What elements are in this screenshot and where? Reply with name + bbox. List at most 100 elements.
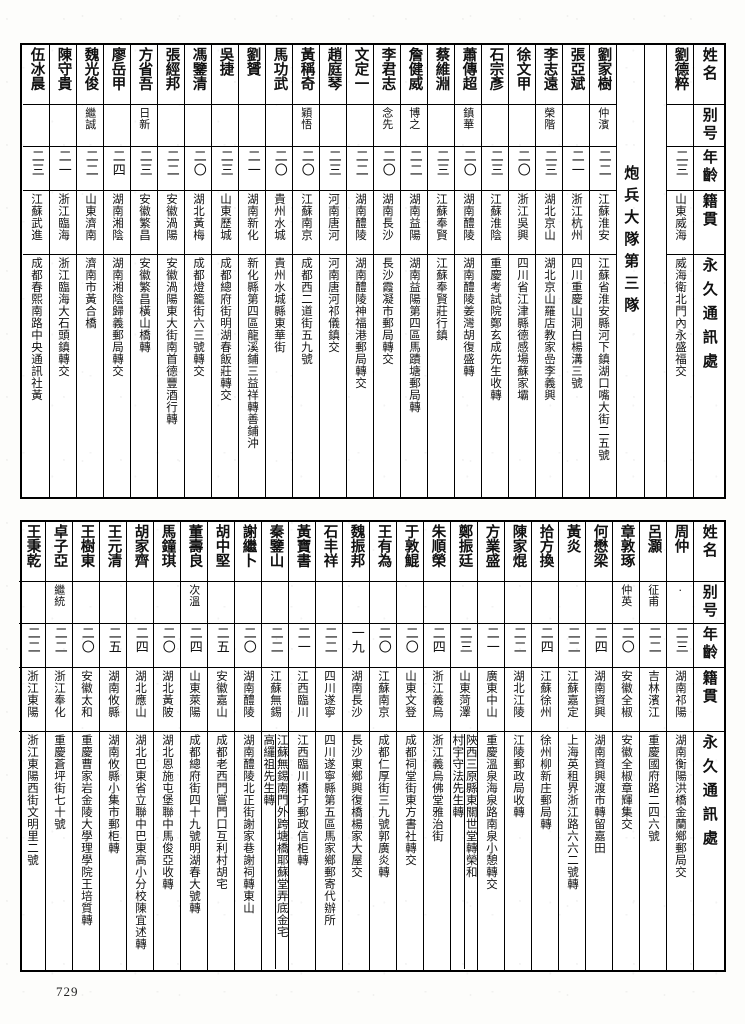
record-name: 鄭振廷 [451,522,477,582]
record-age-text: 二五 [105,626,121,654]
roster-record-column[interactable]: 王樹東 二〇 安徽太和 重慶曹家岩金陵大學理學院王培質轉 [73,522,100,970]
record-alias: 鎮華 [455,105,481,147]
roster-record-column[interactable]: 石丰祥 二二 四川遂寧 四川遂寧縣第五區馬家鄉郵寄代辦所 [316,522,343,970]
roster-record-column[interactable]: 秦鑒山 二二 江蘇無錫 江蘇無錫南門外跨塘橋耶蘇堂弄底金宅 高纙祖先生轉 [262,522,289,970]
roster-record-column[interactable]: 吳捷 二三 山東歷城 成都總府街明湖春飯莊轉交 [212,45,239,497]
row-label-name: 姓名 [694,522,724,582]
record-alias [397,582,423,624]
record-origin-text: 浙江臨海 [56,193,71,241]
roster-record-column[interactable]: 蔡維淵 二三 江蘇奉賢 江蘇奉賢莊行鎮 [428,45,455,497]
roster-record-column[interactable]: 蕭傳超 鎮華 二〇 湖南醴陵 湖南醴陵姜灣胡復盛轉 [455,45,482,497]
roster-record-column[interactable]: 陳家焜 二二 湖北江陵 江陵郵政局收轉 [505,522,532,970]
record-origin-text: 安徽太和 [79,670,94,718]
roster-record-column[interactable]: 劉贇 二一 湖南新化 新化縣第四區龍溪鋪三益祥轉善鋪沖 [239,45,266,497]
roster-record-column[interactable]: 趙庭琴 二三 河南唐河 河南唐河祁儀鎮交 [320,45,347,497]
record-alias [482,105,508,147]
roster-record-column[interactable]: 李志遠 榮階 二三 湖北京山 湖北京山羅店教家嵒李義興 [536,45,563,497]
roster-record-column[interactable]: 文定一 二二 湖南醴陵 湖南醴陵神福港郵局轉交 [347,45,374,497]
roster-record-column[interactable]: 黃稱奇 穎悟 二〇 江蘇南京 成都西二道街五九號 [293,45,320,497]
roster-record-column[interactable]: 朱順榮 二四 浙江義烏 浙江義烏佛堂雅治街 [424,522,451,970]
roster-record-column[interactable]: 何懋梁 二四 湖南資興 湖南資興渡市轉留嘉田 [586,522,613,970]
roster-record-column[interactable]: 方業盛 二一 廣東中山 重慶溫泉海泉路南泉小憩轉交 [478,522,505,970]
record-origin: 湖南湘陰 [104,191,130,255]
record-origin: 江蘇奉賢 [428,191,454,255]
roster-record-column[interactable]: 張亞斌 二一 浙江杭州 四川重慶山洞白楊溝三號 [563,45,590,497]
record-origin-text: 貴州水城 [272,193,287,241]
record-age-text: 二四 [132,626,148,654]
roster-record-column[interactable]: 周仲 ‧ 二三 湖南祁陽 湖南衡陽洪橋金蘭鄉郵局交 [667,522,694,970]
record-age-text: 二〇 [375,626,391,654]
roster-record-column[interactable]: 于敦鯤 二〇 山東文登 成都祠堂街東方書社轉交 [397,522,424,970]
record-name: 劉德粹 [667,45,693,105]
roster-record-column[interactable]: 黃寶書 二一 江西臨川 江西臨川橋圩郵政信柜轉 [289,522,316,970]
record-origin: 安徽全椒 [613,668,639,732]
record-address: 湖南醴陵神福港郵局轉交 [347,255,373,497]
record-name: 吳捷 [212,45,238,105]
record-address-text: 成都西二道街五九號 [299,257,314,365]
roster-record-column[interactable]: 魏光俊 繼誠 二二 山東濟南 濟南市黃合橋 [77,45,104,497]
record-origin: 浙江杭州 [563,191,589,255]
record-address-text: 成都春熙南路中央通訊社黃 [29,257,44,401]
record-address-text: 濟南市黃合橋 [83,257,98,329]
record-age: 二二 [640,624,666,668]
record-name: 黃炎 [559,522,585,582]
roster-record-column[interactable]: 陳守貴 二一 浙江臨海 浙江臨海大石頭鎮轉交 [50,45,77,497]
roster-record-column[interactable]: 王有為 二〇 江蘇南京 成都仁厚街三九號郭廣炎轉 [370,522,397,970]
roster-record-column[interactable]: 拾方換 二四 江蘇徐州 徐州柳新庄郵局轉 [532,522,559,970]
roster-record-column[interactable]: 鄭振廷 二三 山東菏澤 陝西三原縣東關世堂轉榮和 村宇守法先生轉 [451,522,478,970]
record-address: 成都春熙南路中央通訊社黃 [23,255,49,497]
roster-record-column[interactable]: 石宗彥 二三 江蘇淮陰 重慶考試院鄭玄成先生收轉 [482,45,509,497]
record-origin-text: 江西臨川 [295,670,310,718]
roster-record-column[interactable]: 呂灝 征甫 二二 吉林濱江 重慶國府路二四六號 [640,522,667,970]
roster-record-column[interactable]: 王秉乾 二二 浙江東陽 浙江東陽西街文明里二號 [19,522,46,970]
record-name: 張經邦 [158,45,184,105]
record-age: 二三 [667,624,693,668]
roster-record-column[interactable]: 魏振邦 一九 湖南長沙 長沙東鄉興復橋楊家大屋交 [343,522,370,970]
record-address: 河南唐河祁儀鎮交 [320,255,346,497]
record-origin: 湖南祁陽 [667,668,693,732]
roster-record-column[interactable]: 卓子亞 繼統 二二 浙江奉化 重慶蒼坪街七十號 [46,522,73,970]
record-origin: 浙江義烏 [424,668,450,732]
roster-record-column[interactable]: 黃炎 二二 江蘇嘉定 上海英租界浙江路六六二號轉 [559,522,586,970]
record-address-text: 湖南攸縣小集市郵柜轉 [106,734,121,854]
roster-record-column[interactable]: 馬功武 二〇 貴州水城 貴州水城縣東華街 [266,45,293,497]
roster-record-column[interactable]: 董壽良 次溫 二四 山東萊陽 成都總府街四十九號明湖春大號轉 [181,522,208,970]
roster-record-column[interactable]: 謝繼卜 二〇 湖南醴陵 湖南醴陵北正街謝家巷謝祠轉東山 [235,522,262,970]
row-label-alias: 别号 [694,105,724,147]
record-origin-text: 吉林濱江 [646,670,661,718]
record-name-text: 秦鑒山 [267,524,284,568]
record-address: 湖南攸縣小集市郵柜轉 [100,732,126,970]
roster-record-column[interactable]: 張經邦 二二 安徽渦陽 安徽渦陽東大街南首德豐酒行轉 [158,45,185,497]
record-age-text: 一九 [348,626,364,654]
record-origin: 湖南長沙 [343,668,369,732]
roster-record-column[interactable]: 伍冰晨 二三 江蘇武進 成都春熙南路中央通訊社黃 [23,45,50,497]
roster-record-column[interactable]: 劉家樹 仲濱 二二 江蘇淮安 江蘇省淮安縣河下鎮湖口嘴大街二五號 [590,45,617,497]
roster-record-column[interactable]: 徐文甲 二〇 浙江吳興 四川省江津縣德感場蘇家壩 [509,45,536,497]
roster-record-column[interactable]: 劉德粹 二三 山東威海 威海衛北門內永盛福交 [667,45,694,497]
record-age-text: 二三 [136,149,152,177]
roster-record-column[interactable]: 方省吾 日新 二三 安徽繁昌 安徽繁昌橫山橋轉 [131,45,158,497]
record-age-text: 二三 [541,149,557,177]
record-origin: 山東威海 [667,191,693,255]
roster-record-column[interactable]: 胡家齊 二四 湖北應山 湖北巴東省立聯中巴東高小分校陳宜述轉 [127,522,154,970]
record-name: 陳家焜 [505,522,531,582]
record-alias [212,105,238,147]
record-alias [347,105,373,147]
record-name: 拾方換 [532,522,558,582]
roster-record-column[interactable]: 馮鑒清 二〇 湖北黃梅 成都燈籠街六三號轉交 [185,45,212,497]
record-age: 二〇 [613,624,639,668]
roster-record-column[interactable]: 李君志 念先 二〇 湖南長沙 長沙霞凝市郵局轉交 [374,45,401,497]
record-address: 湖南益陽第四區馬蹟塘郵局轉 [401,255,427,497]
roster-record-column[interactable]: 廖岳甲 二四 湖南湘陰 湖南湘陰歸義郵局轉交 [104,45,131,497]
record-address-text: 湖北恩施屯堡聯中馬俊亞收轉 [160,734,175,890]
roster-record-column[interactable]: 王元清 二五 湖南攸縣 湖南攸縣小集市郵柜轉 [100,522,127,970]
row-label-name: 姓名 [694,45,724,105]
roster-record-column[interactable]: 胡中堅 二五 安徽嘉山 成都老西門嘗門口互利村胡宅 [208,522,235,970]
record-alias-text: 繼統 [52,584,66,607]
record-address: 湖南資興渡市轉留嘉田 [586,732,612,970]
record-origin: 山東文登 [397,668,423,732]
roster-record-column[interactable]: 章敦琢 仲英 二〇 安徽全椒 安徽全椒章輝集交 [613,522,640,970]
record-age-text: 二二 [406,149,422,177]
roster-record-column[interactable]: 馬鐘琪 二〇 湖北黃陂 湖北恩施屯堡聯中馬俊亞收轉 [154,522,181,970]
roster-record-column[interactable]: 詹健威 博之 二二 湖南益陽 湖南益陽第四區馬蹟塘郵局轉 [401,45,428,497]
